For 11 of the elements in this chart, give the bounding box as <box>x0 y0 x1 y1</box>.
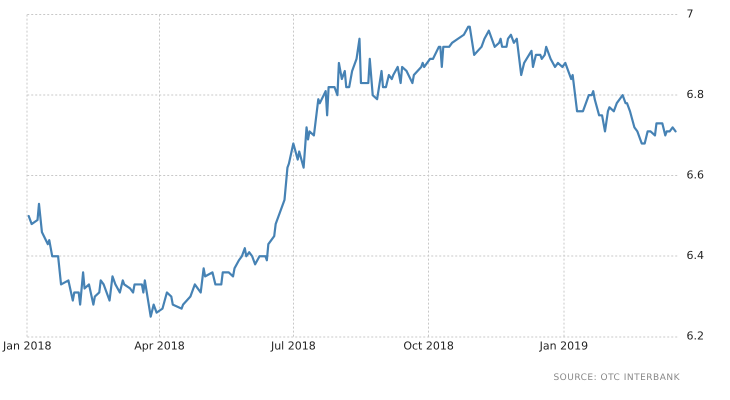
y-tick-label: 6.2 <box>686 330 704 343</box>
x-tick-label: Oct 2018 <box>403 339 454 352</box>
x-tick-label: Jan 2019 <box>538 339 588 352</box>
x-tick-label: Apr 2018 <box>134 339 185 352</box>
y-tick-label: 6.4 <box>686 249 704 262</box>
y-tick-label: 6.6 <box>686 168 704 182</box>
source-note: SOURCE: OTC INTERBANK <box>553 373 680 383</box>
y-tick-label: 6.8 <box>686 88 704 102</box>
x-tick-label: Jan 2018 <box>2 339 52 352</box>
y-tick-label: 7 <box>686 7 694 20</box>
x-tick-label: Jul 2018 <box>270 339 316 352</box>
